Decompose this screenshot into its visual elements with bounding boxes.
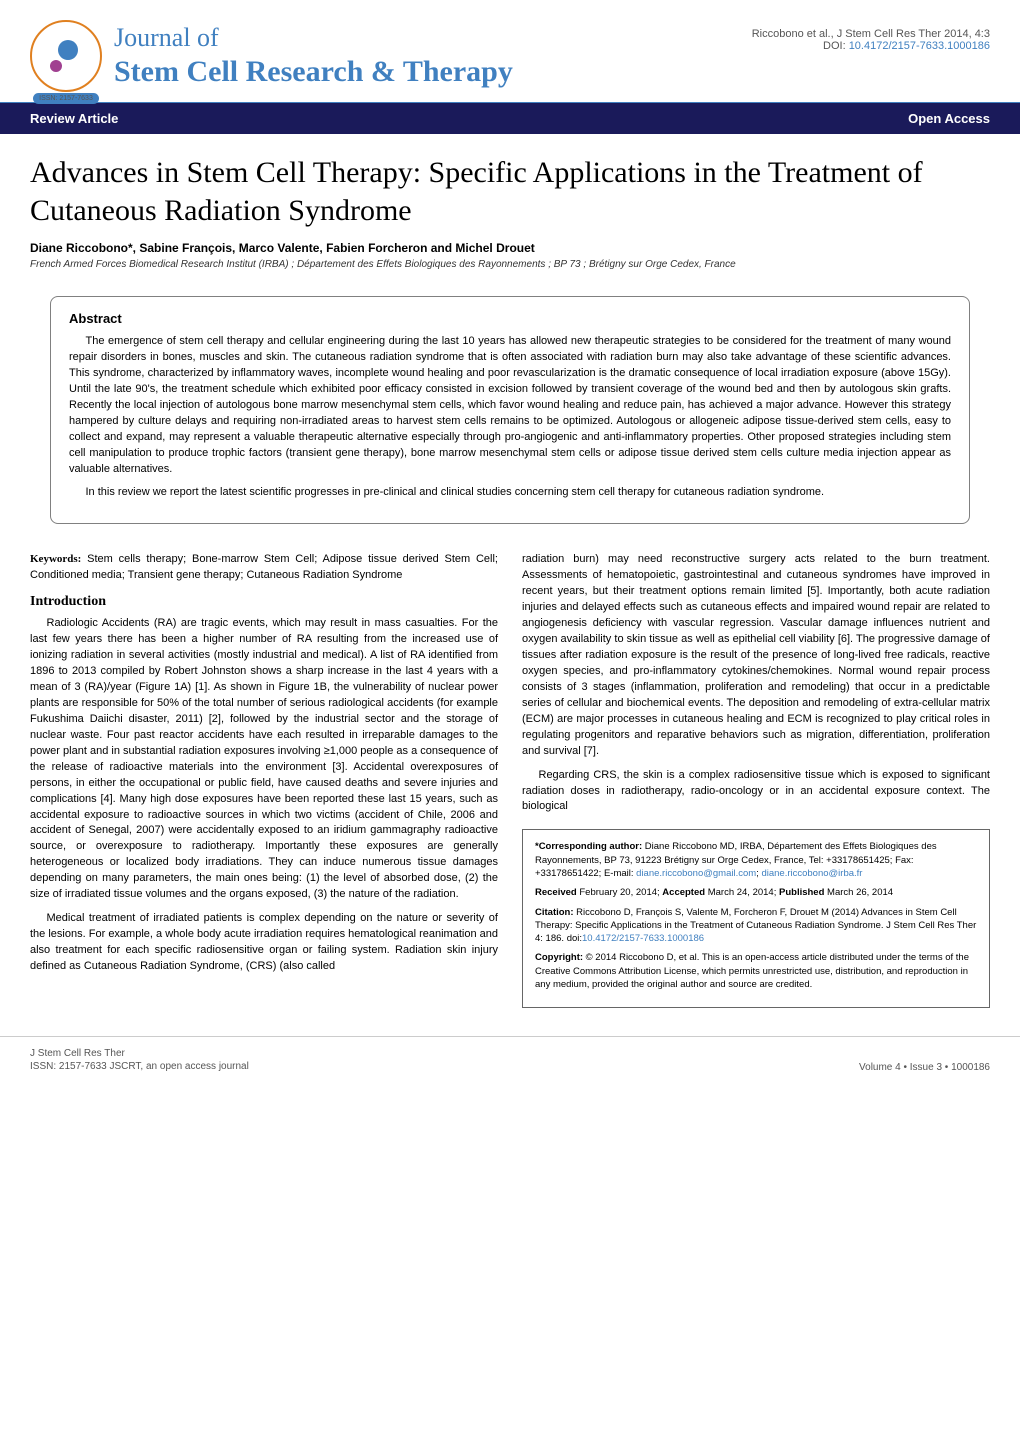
right-body: radiation burn) may need reconstructive … — [522, 552, 990, 815]
corr-label: *Corresponding author: — [535, 841, 642, 852]
citation-line: Riccobono et al., J Stem Cell Res Ther 2… — [752, 28, 990, 40]
published-label: Published — [779, 887, 824, 898]
received-label: Received — [535, 887, 577, 898]
intro-p2: Medical treatment of irradiated patients… — [30, 911, 498, 975]
header-left: ISSN: 2157-7633 Journal of Stem Cell Res… — [30, 20, 513, 92]
page-footer: J Stem Cell Res Ther ISSN: 2157-7633 JSC… — [0, 1036, 1020, 1091]
left-column: Keywords: Stem cells therapy; Bone-marro… — [30, 552, 498, 1008]
journal-logo-icon: ISSN: 2157-7633 — [30, 20, 102, 92]
copyright-block: Copyright: © 2014 Riccobono D, et al. Th… — [535, 951, 977, 991]
citation-doi[interactable]: 10.4172/2157-7633.1000186 — [582, 933, 704, 944]
intro-body: Radiologic Accidents (RA) are tragic eve… — [30, 616, 498, 975]
keywords-block: Keywords: Stem cells therapy; Bone-marro… — [30, 552, 498, 584]
section-bar: Review Article Open Access — [0, 103, 1020, 134]
abstract-heading: Abstract — [69, 311, 951, 326]
article-title: Advances in Stem Cell Therapy: Specific … — [30, 154, 990, 229]
abstract-body: The emergence of stem cell therapy and c… — [69, 334, 951, 501]
accepted-date: March 24, 2014; — [705, 887, 779, 898]
citation-block: Citation: Riccobono D, François S, Valen… — [535, 906, 977, 946]
footer-issn: ISSN: 2157-7633 JSCRT, an open access jo… — [30, 1060, 249, 1073]
accepted-label: Accepted — [662, 887, 705, 898]
footer-journal: J Stem Cell Res Ther — [30, 1047, 249, 1060]
right-column: radiation burn) may need reconstructive … — [522, 552, 990, 1008]
journal-title-line1: Journal of — [114, 22, 513, 53]
corr-email1[interactable]: diane.riccobono@gmail.com — [636, 868, 756, 879]
title-block: Advances in Stem Cell Therapy: Specific … — [0, 134, 1020, 280]
corr-email2[interactable]: diane.riccobono@irba.fr — [761, 868, 862, 879]
received-date: February 20, 2014; — [577, 887, 663, 898]
doi-label: DOI: — [823, 40, 849, 52]
copyright-label: Copyright: — [535, 952, 583, 963]
right-p1: radiation burn) may need reconstructive … — [522, 552, 990, 759]
doi-link[interactable]: 10.4172/2157-7633.1000186 — [849, 40, 990, 52]
abstract-p2: In this review we report the latest scie… — [69, 485, 951, 501]
keywords-label: Keywords: — [30, 553, 81, 565]
journal-title-line2: Stem Cell Research & Therapy — [114, 54, 513, 90]
issn-label: ISSN: 2157-7633 — [33, 93, 99, 104]
copyright-text: © 2014 Riccobono D, et al. This is an op… — [535, 952, 969, 990]
footer-left: J Stem Cell Res Ther ISSN: 2157-7633 JSC… — [30, 1047, 249, 1073]
doi-line: DOI: 10.4172/2157-7633.1000186 — [752, 40, 990, 52]
keywords-text: Stem cells therapy; Bone-marrow Stem Cel… — [30, 553, 498, 581]
header-right: Riccobono et al., J Stem Cell Res Ther 2… — [752, 20, 990, 52]
published-date: March 26, 2014 — [824, 887, 893, 898]
body-columns: Keywords: Stem cells therapy; Bone-marro… — [0, 540, 1020, 1028]
footer-volume: Volume 4 • Issue 3 • 1000186 — [859, 1062, 990, 1073]
abstract-p1: The emergence of stem cell therapy and c… — [69, 334, 951, 477]
article-type: Review Article — [30, 111, 118, 126]
dates-line: Received February 20, 2014; Accepted Mar… — [535, 886, 977, 899]
affiliation: French Armed Forces Biomedical Research … — [30, 259, 990, 270]
right-p2: Regarding CRS, the skin is a complex rad… — [522, 768, 990, 816]
author-list: Diane Riccobono*, Sabine François, Marco… — [30, 241, 990, 255]
citation-label: Citation: — [535, 907, 574, 918]
info-box: *Corresponding author: Diane Riccobono M… — [522, 829, 990, 1008]
corresponding-author: *Corresponding author: Diane Riccobono M… — [535, 840, 977, 880]
page-header: ISSN: 2157-7633 Journal of Stem Cell Res… — [0, 0, 1020, 103]
intro-p1: Radiologic Accidents (RA) are tragic eve… — [30, 616, 498, 903]
journal-title-block: Journal of Stem Cell Research & Therapy — [114, 22, 513, 89]
introduction-heading: Introduction — [30, 594, 498, 610]
access-type: Open Access — [908, 111, 990, 126]
abstract-box: Abstract The emergence of stem cell ther… — [50, 296, 970, 524]
